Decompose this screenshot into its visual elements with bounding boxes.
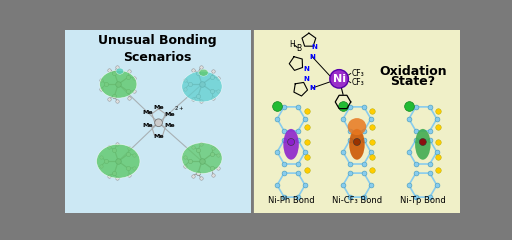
Text: Ni-Tp Bond: Ni-Tp Bond [400,196,446,205]
Ellipse shape [97,144,140,178]
Ellipse shape [199,69,208,76]
Text: N: N [304,76,310,82]
Circle shape [330,70,349,88]
Circle shape [419,138,426,145]
Ellipse shape [100,70,137,98]
Ellipse shape [349,129,365,160]
Text: $^{2+}$: $^{2+}$ [174,106,184,115]
Ellipse shape [348,118,366,135]
Ellipse shape [182,71,222,102]
Circle shape [288,138,294,145]
Text: Me: Me [153,134,164,139]
FancyBboxPatch shape [65,30,251,213]
Text: Ni-Ph Bond: Ni-Ph Bond [268,196,314,205]
FancyBboxPatch shape [252,30,460,213]
Text: Ni-CF₃ Bond: Ni-CF₃ Bond [332,196,382,205]
Text: N: N [309,85,315,91]
Text: Me: Me [142,123,153,127]
Text: Oxidation: Oxidation [379,65,446,78]
Circle shape [155,119,162,126]
Text: H: H [290,40,295,49]
Text: N: N [304,66,310,72]
Ellipse shape [182,143,222,174]
Text: Me: Me [153,105,164,110]
Text: Ni: Ni [333,74,346,84]
Text: N: N [311,43,317,49]
Circle shape [353,138,360,145]
Text: Unusual Bonding
Scenarios: Unusual Bonding Scenarios [98,34,216,64]
Text: B: B [296,43,302,53]
Text: Me: Me [164,112,175,117]
Text: N: N [309,54,315,60]
Text: State?: State? [390,75,435,88]
Text: CF₃: CF₃ [352,78,364,87]
Text: Me: Me [142,110,153,115]
Ellipse shape [415,129,431,160]
Text: Me: Me [164,123,175,127]
Ellipse shape [116,68,124,74]
Text: CF₃: CF₃ [352,69,364,78]
Ellipse shape [283,129,299,160]
